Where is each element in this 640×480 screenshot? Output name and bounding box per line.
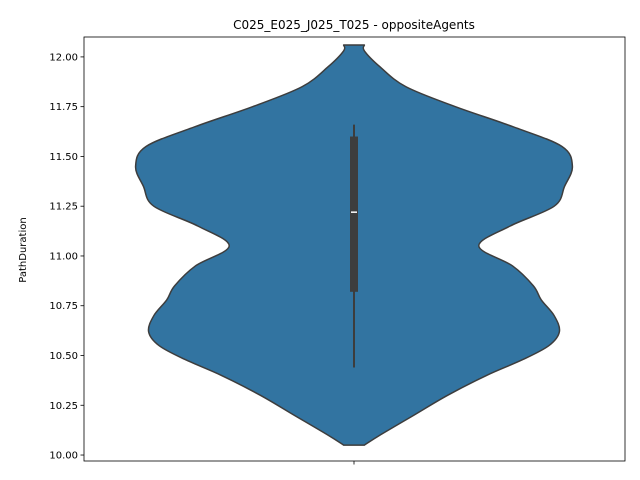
y-tick-label: 11.75 <box>49 102 78 113</box>
y-tick-label: 12.00 <box>49 52 78 63</box>
y-tick-label: 11.50 <box>49 152 78 163</box>
y-tick-label: 10.00 <box>49 451 78 462</box>
chart-title: C025_E025_J025_T025 - oppositeAgents <box>233 18 475 32</box>
iqr-box <box>350 136 358 292</box>
y-tick-label: 10.75 <box>49 301 78 312</box>
y-tick-label: 10.50 <box>49 351 78 362</box>
y-tick-label: 10.25 <box>49 401 78 412</box>
y-tick-label: 11.25 <box>49 202 78 213</box>
plot-area: 10.00 10.25 10.50 10.75 11.00 11.25 11.50 11.75… <box>49 36 626 465</box>
y-axis-label: PathDuration <box>18 217 29 282</box>
axes-frame <box>83 36 626 462</box>
y-tick-label: 11.00 <box>49 251 78 262</box>
